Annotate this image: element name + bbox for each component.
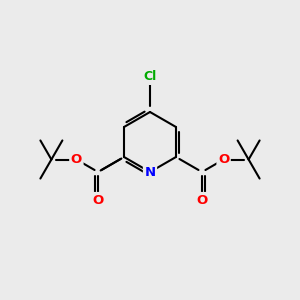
Text: O: O (71, 153, 82, 166)
Text: O: O (218, 153, 229, 166)
Text: O: O (92, 194, 104, 206)
Text: Cl: Cl (143, 70, 157, 83)
Text: N: N (144, 166, 156, 178)
Text: O: O (196, 194, 208, 206)
